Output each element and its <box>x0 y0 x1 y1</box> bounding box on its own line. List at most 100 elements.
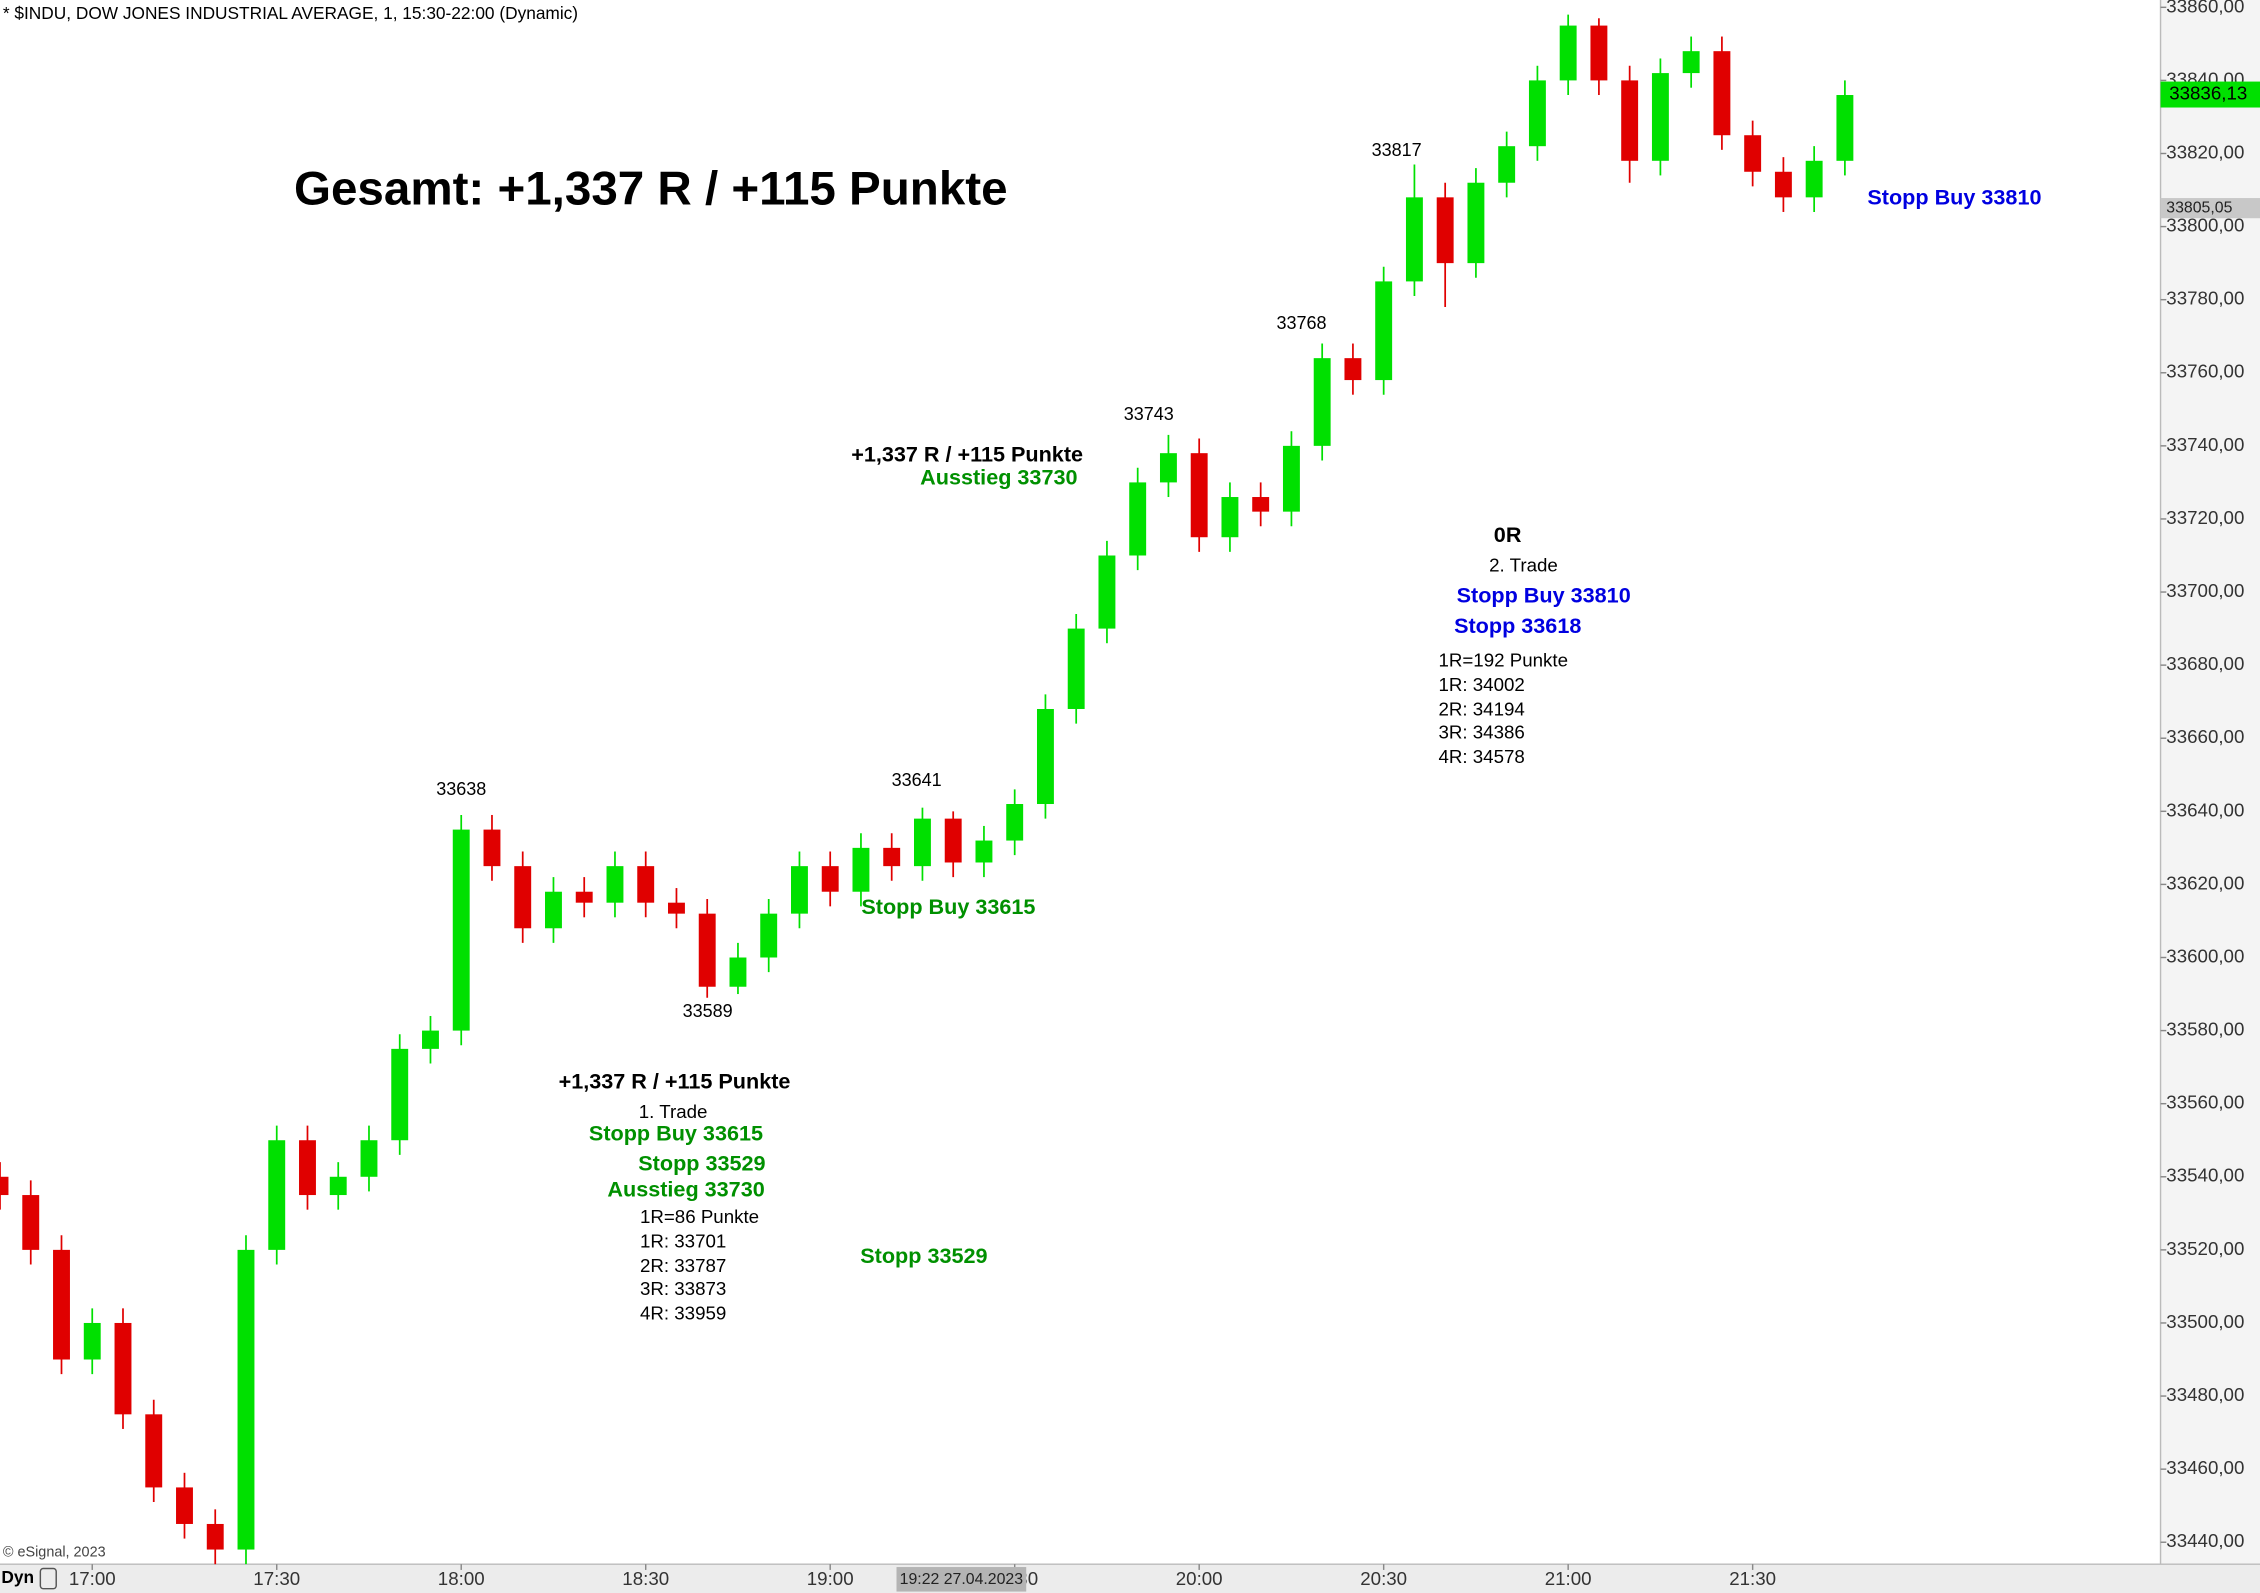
y-tick-label: 33860,00 <box>2166 0 2244 16</box>
candle-body <box>1405 197 1423 282</box>
annotation: 1R: 33701 <box>640 1231 726 1252</box>
annotation: 4R: 34578 <box>1438 746 1524 767</box>
candle-body <box>483 829 501 867</box>
x-tick-label: 20:30 <box>1360 1568 1407 1589</box>
candle-body <box>698 913 716 987</box>
candle-body <box>329 1176 347 1196</box>
candle-body <box>1190 453 1208 538</box>
candle-body <box>1744 135 1762 172</box>
annotation: 2. Trade <box>1489 555 1558 576</box>
candle-body <box>1375 281 1393 381</box>
y-tick-label: 33580,00 <box>2166 1019 2244 1040</box>
annotation: Stopp Buy 33615 <box>861 894 1035 919</box>
candle-body <box>0 1176 9 1196</box>
x-tick-label: 18:30 <box>622 1568 669 1589</box>
candle-body <box>975 840 993 863</box>
chart-title: * $INDU, DOW JONES INDUSTRIAL AVERAGE, 1… <box>3 3 578 23</box>
annotation: 2R: 34194 <box>1438 699 1524 720</box>
y-tick-label: 33600,00 <box>2166 945 2244 966</box>
candle-body <box>1006 804 1024 841</box>
candle-body <box>637 866 655 903</box>
candle-body <box>1282 445 1300 512</box>
candle-body <box>1621 80 1639 161</box>
candle-body <box>821 866 839 892</box>
candle-body <box>1344 358 1362 381</box>
annotation: 1R=86 Punkte <box>640 1206 759 1227</box>
candle-body <box>1436 197 1454 264</box>
x-tick-label: 18:00 <box>438 1568 485 1589</box>
y-tick-label: 33440,00 <box>2166 1530 2244 1551</box>
candle-body <box>452 829 470 1031</box>
candle-body <box>83 1322 101 1360</box>
annotation: 33768 <box>1276 313 1326 333</box>
annotation: 0R <box>1494 522 1522 547</box>
candle-body <box>1682 51 1700 74</box>
y-tick-label: 33620,00 <box>2166 872 2244 893</box>
last-price-label: 33836,13 <box>2169 82 2247 103</box>
annotation: 1. Trade <box>639 1101 708 1122</box>
y-tick-label: 33820,00 <box>2166 141 2244 162</box>
y-tick-label: 33640,00 <box>2166 799 2244 820</box>
y-tick-label: 33500,00 <box>2166 1311 2244 1332</box>
y-tick-label: 33700,00 <box>2166 580 2244 601</box>
candle-body <box>668 902 685 914</box>
lock-icon[interactable] <box>39 1567 57 1590</box>
x-tick-label: 20:00 <box>1176 1568 1223 1589</box>
candle-body <box>237 1249 255 1550</box>
annotation: Ausstieg 33730 <box>920 464 1077 489</box>
candle-body <box>1129 482 1147 556</box>
credit: © eSignal, 2023 <box>3 1544 106 1560</box>
annotation: Stopp 33618 <box>1454 613 1581 638</box>
y-tick-label: 33660,00 <box>2166 726 2244 747</box>
candle-body <box>852 847 870 892</box>
annotation: Stopp 33529 <box>638 1151 765 1176</box>
crosshair-label: 19:22 27.04.2023 <box>900 1571 1024 1588</box>
candle-body <box>1067 628 1085 709</box>
candle-body <box>729 957 747 987</box>
candle-body <box>53 1249 70 1360</box>
candle-body <box>206 1523 224 1550</box>
candle-body <box>1159 453 1177 483</box>
y-tick-label: 33780,00 <box>2166 288 2244 309</box>
candle-body <box>1836 95 1854 161</box>
candle-body <box>913 818 931 867</box>
candle-body <box>1590 25 1608 81</box>
annotation: 33641 <box>892 770 942 790</box>
candle-body <box>1559 25 1577 81</box>
crosshair-box <box>896 1567 1027 1592</box>
candle-body <box>1805 160 1823 198</box>
annotation: Stopp Buy 33810 <box>1457 583 1631 608</box>
annotation: Stopp 33529 <box>860 1243 987 1268</box>
candle-body <box>1252 497 1270 512</box>
candle-body <box>791 866 808 914</box>
annotation: Stopp Buy 33810 <box>1867 185 2041 210</box>
corner-label: Dyn <box>1 1567 34 1587</box>
x-tick-label: 21:30 <box>1729 1568 1776 1589</box>
candle-body <box>1313 358 1331 446</box>
price-axis-panel <box>2160 0 2260 1593</box>
y-tick-label: 33480,00 <box>2166 1384 2244 1405</box>
candle-body <box>944 818 962 863</box>
candle-body <box>514 866 532 929</box>
candle-body <box>391 1048 409 1141</box>
candle-body <box>299 1140 316 1196</box>
candle-body <box>1098 555 1116 629</box>
annotation: 4R: 33959 <box>640 1303 726 1324</box>
candle-body <box>1774 171 1792 198</box>
candle-body <box>545 891 562 929</box>
candle-body <box>1467 182 1485 264</box>
annotation: 2R: 33787 <box>640 1255 726 1276</box>
candle-body <box>145 1414 163 1488</box>
y-tick-label: 33540,00 <box>2166 1165 2244 1186</box>
candle-body <box>606 866 624 903</box>
candle-body <box>114 1322 132 1415</box>
marker-price-label: 33805,05 <box>2166 199 2232 216</box>
y-tick-label: 33460,00 <box>2166 1457 2244 1478</box>
x-tick-label: 21:00 <box>1545 1568 1592 1589</box>
candle-body <box>883 847 901 867</box>
candle-body <box>1651 73 1669 161</box>
annotation: 33638 <box>436 779 486 799</box>
